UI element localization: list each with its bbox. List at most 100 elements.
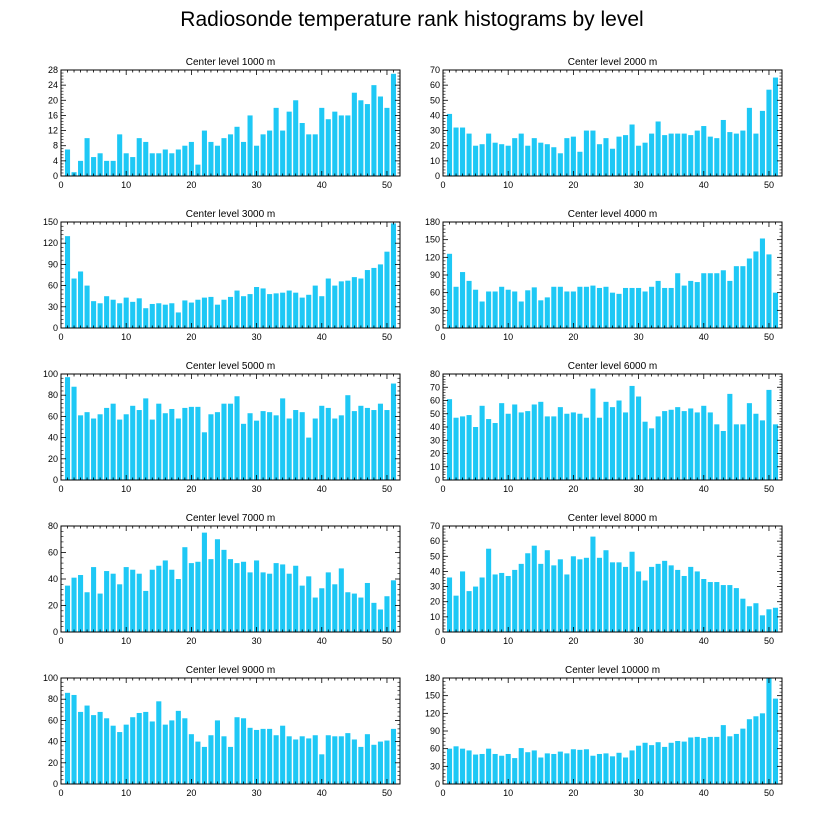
bar-29 xyxy=(247,413,253,480)
y-tick-label: 30 xyxy=(430,761,440,771)
bar-22 xyxy=(583,749,589,784)
bar-20 xyxy=(188,406,194,480)
bar-14 xyxy=(531,750,537,784)
bar-28 xyxy=(623,287,629,328)
bar-37 xyxy=(299,585,305,633)
bar-15 xyxy=(156,403,162,480)
bar-15 xyxy=(156,303,162,328)
bar-15 xyxy=(538,142,544,176)
bar-44 xyxy=(345,115,351,176)
bar-51 xyxy=(390,73,397,176)
bar-43 xyxy=(720,119,726,176)
bar-31 xyxy=(642,421,648,480)
bar-46 xyxy=(740,130,746,176)
bar-22 xyxy=(201,746,207,784)
bar-10 xyxy=(505,575,511,632)
bar-16 xyxy=(162,724,168,784)
y-tick-label: 80 xyxy=(48,390,58,400)
bar-40 xyxy=(319,107,325,176)
bar-32 xyxy=(649,133,655,176)
bar-26 xyxy=(609,756,616,784)
bar-8 xyxy=(492,291,498,328)
bar-19 xyxy=(182,547,188,632)
y-tick-label: 40 xyxy=(48,737,58,747)
bar-49 xyxy=(759,713,765,784)
panel-5: Center level 5000 m 0 10 20 30 40 50 0 20 40 60 80 1… xyxy=(43,361,401,494)
bar-17 xyxy=(169,569,175,632)
bar-40 xyxy=(319,754,325,784)
y-tick-label: 90 xyxy=(48,259,58,269)
bar-8 xyxy=(492,423,498,480)
bar-23 xyxy=(590,536,596,632)
bar-18 xyxy=(175,149,181,176)
bar-13 xyxy=(143,590,149,632)
bar-48 xyxy=(753,413,759,480)
bar-19 xyxy=(182,407,188,480)
bar-17 xyxy=(551,565,557,632)
bar-40 xyxy=(701,405,707,480)
bar-47 xyxy=(364,407,370,480)
bar-44 xyxy=(345,280,351,328)
bar-36 xyxy=(675,273,681,328)
bar-20 xyxy=(570,556,576,632)
bar-26 xyxy=(227,403,234,480)
x-tick-label: 20 xyxy=(186,788,196,798)
bar-19 xyxy=(564,574,570,632)
bar-6 xyxy=(97,711,103,784)
y-tick-label: 60 xyxy=(48,548,58,558)
x-tick-label: 20 xyxy=(568,332,578,342)
bar-1 xyxy=(446,253,453,328)
bar-27 xyxy=(234,717,240,784)
bar-24 xyxy=(596,753,602,784)
bar-26 xyxy=(227,559,234,633)
panel-6: Center level 6000 m 0 10 20 30 40 50 0 10 20 30 40 5… xyxy=(430,361,783,494)
panel-title: Center level 9000 m xyxy=(186,665,276,676)
bar-32 xyxy=(649,286,655,328)
x-tick-label: 40 xyxy=(317,788,327,798)
bar-44 xyxy=(727,736,733,784)
bar-23 xyxy=(208,559,214,633)
y-tick-label: 60 xyxy=(430,536,440,546)
bar-22 xyxy=(583,286,589,328)
bar-32 xyxy=(267,130,273,176)
bar-39 xyxy=(312,735,318,784)
bar-32 xyxy=(267,573,273,632)
y-tick-label: 100 xyxy=(43,369,58,379)
x-tick-label: 50 xyxy=(764,484,774,494)
bar-36 xyxy=(293,739,299,784)
bar-4 xyxy=(84,138,90,176)
bar-48 xyxy=(753,716,759,784)
bar-5 xyxy=(91,567,97,632)
y-tick-label: 50 xyxy=(430,95,440,105)
bar-16 xyxy=(162,413,168,480)
bar-33 xyxy=(273,107,279,176)
bar-48 xyxy=(753,251,759,328)
bar-23 xyxy=(590,755,596,784)
bar-8 xyxy=(110,299,116,328)
bar-2 xyxy=(71,278,77,328)
panel-4: Center level 4000 m 0 10 20 30 40 50 0 30 60 90 120… xyxy=(425,209,783,342)
bar-8 xyxy=(110,725,116,784)
bar-17 xyxy=(169,408,175,480)
bar-47 xyxy=(364,104,370,176)
y-tick-label: 60 xyxy=(48,411,58,421)
bar-14 xyxy=(149,303,155,328)
bar-11 xyxy=(130,157,136,176)
bar-44 xyxy=(727,585,733,632)
bar-20 xyxy=(570,136,576,176)
bar-5 xyxy=(91,301,97,328)
bar-50 xyxy=(766,389,772,480)
bar-17 xyxy=(551,416,557,480)
bar-21 xyxy=(195,561,201,632)
bar-36 xyxy=(293,292,299,328)
bar-50 xyxy=(384,107,390,176)
bar-10 xyxy=(123,567,129,632)
bar-7 xyxy=(104,296,110,328)
bar-44 xyxy=(345,733,351,784)
bar-38 xyxy=(688,280,694,328)
x-tick-label: 0 xyxy=(58,332,63,342)
bar-16 xyxy=(544,297,550,328)
bar-12 xyxy=(518,748,524,784)
bar-49 xyxy=(377,741,383,784)
bar-7 xyxy=(104,160,110,176)
